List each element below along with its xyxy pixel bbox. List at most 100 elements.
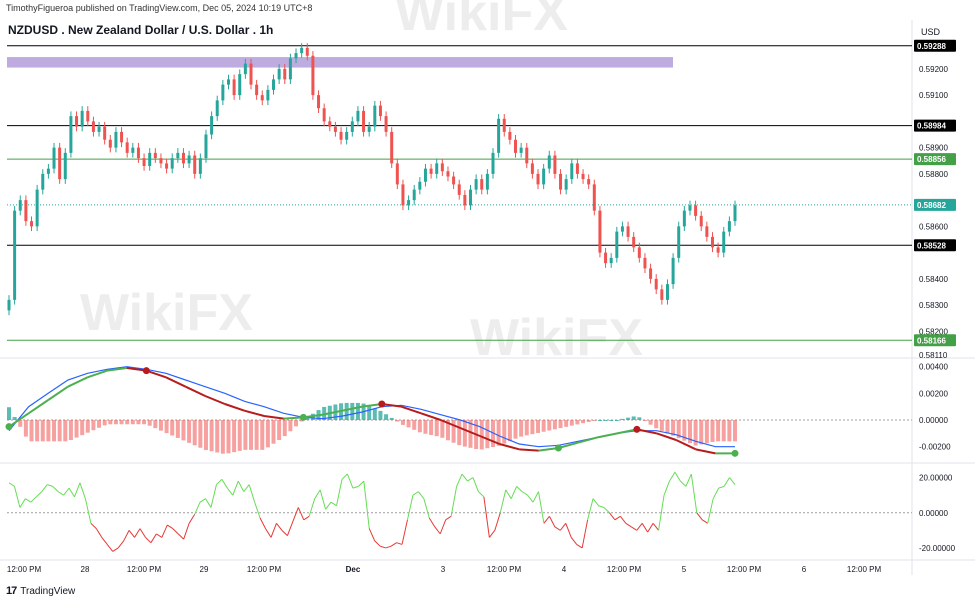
macd-histogram-bar <box>704 420 709 444</box>
macd-histogram-bar <box>142 420 147 425</box>
macd-histogram-bar <box>423 420 428 434</box>
candle-body <box>86 110 90 122</box>
price-tick-label: 0.58110 <box>919 351 948 360</box>
osc-line-segment <box>467 477 474 482</box>
macd-signal-segment <box>519 448 539 452</box>
macd-histogram-bar <box>232 420 237 453</box>
osc-line-segment <box>505 489 512 499</box>
osc-line-segment <box>35 491 43 498</box>
candle-body <box>722 231 726 253</box>
candle-body <box>710 236 714 248</box>
osc-line-segment <box>139 528 146 538</box>
candle-body <box>502 118 506 132</box>
macd-histogram-bar <box>564 420 569 427</box>
osc-line-segment <box>625 522 632 528</box>
macd-signal-segment <box>8 412 30 428</box>
candle-body <box>699 215 703 227</box>
candle-body <box>378 105 382 117</box>
candle-body <box>356 110 360 122</box>
price-label-box <box>914 198 956 211</box>
osc-line-segment <box>532 491 539 503</box>
candle-body <box>69 116 73 153</box>
osc-line-segment <box>548 516 556 528</box>
osc-line-segment <box>537 491 545 524</box>
macd-histogram-bar <box>46 420 51 442</box>
macd-signal-segment <box>597 432 618 439</box>
osc-line-segment <box>188 514 196 524</box>
tradingview-logo[interactable]: 17 TradingView <box>6 585 75 597</box>
time-axis-label: 4 <box>562 565 567 574</box>
candle-body <box>120 131 124 143</box>
time-axis-label: 12:00 PM <box>727 565 762 574</box>
candle-body <box>395 163 399 185</box>
macd-signal-segment <box>401 405 422 415</box>
osc-line-segment <box>210 484 217 508</box>
osc-line-segment <box>259 517 267 529</box>
macd-histogram-bar <box>626 417 631 420</box>
price-tick-label: 0.59200 <box>919 65 948 74</box>
osc-line-segment <box>494 512 501 531</box>
candle-body <box>547 155 551 169</box>
osc-line-segment <box>330 501 337 507</box>
osc-line-segment <box>674 472 681 482</box>
osc-line-segment <box>68 487 75 498</box>
osc-line-segment <box>418 491 425 499</box>
macd-histogram-bar <box>406 420 411 428</box>
candle-body <box>181 152 185 164</box>
candle-body <box>58 147 62 180</box>
macd-histogram-bar <box>181 420 186 441</box>
macd-histogram-bar <box>91 420 96 431</box>
osc-line-segment <box>156 533 163 538</box>
candle-body <box>530 163 534 174</box>
time-axis-label: 28 <box>81 565 90 574</box>
osc-line-segment <box>641 523 649 533</box>
osc-line-segment <box>205 498 212 508</box>
macd-histogram-bar <box>85 420 90 433</box>
candle-body <box>288 58 292 80</box>
candle-body <box>632 236 636 248</box>
candle-body <box>215 100 219 117</box>
macd-histogram-bar <box>468 420 473 448</box>
macd-signal-segment <box>479 435 500 445</box>
macd-histogram-bar <box>153 420 158 429</box>
macd-histogram-bar <box>485 420 490 449</box>
candle-body <box>429 168 433 174</box>
osc-line-segment <box>652 523 659 531</box>
macd-histogram-bar <box>220 420 225 454</box>
osc-line-segment <box>412 491 419 496</box>
candle-body <box>677 226 681 258</box>
macd-histogram-bar <box>654 420 659 429</box>
macd-histogram-bar <box>249 420 253 450</box>
osc-tick-label: 20.00000 <box>919 474 953 483</box>
publish-credit: TimothyFigueroa published on TradingView… <box>6 3 313 13</box>
macd-histogram-bar <box>271 420 276 444</box>
candle-body <box>660 289 664 300</box>
macd-histogram-bar <box>57 420 62 442</box>
macd-histogram-bar <box>721 420 726 442</box>
price-tick-label: 0.58900 <box>919 144 948 153</box>
osc-line-segment <box>445 515 452 521</box>
candle-body <box>519 147 523 153</box>
macd-histogram-bar <box>727 420 732 442</box>
macd-histogram-bar <box>597 420 602 421</box>
candle-body <box>125 142 129 153</box>
osc-line-segment <box>636 523 643 531</box>
osc-line-segment <box>276 523 283 531</box>
osc-line-segment <box>516 486 523 492</box>
macd-tick-label: -0.00200 <box>919 443 951 452</box>
osc-line-segment <box>325 501 332 510</box>
candle-body <box>587 179 591 185</box>
macd-histogram-bar <box>676 420 681 439</box>
price-label-box <box>914 39 956 52</box>
time-axis-label: 5 <box>682 565 687 574</box>
candle-body <box>570 163 574 180</box>
candle-body <box>716 247 720 253</box>
price-label-box <box>914 334 956 347</box>
candle-body <box>170 158 174 169</box>
macd-signal-segment <box>459 427 481 437</box>
osc-line-segment <box>374 540 381 547</box>
osc-line-segment <box>25 498 32 503</box>
macd-signal-segment <box>695 448 716 455</box>
osc-tick-label: 0.00000 <box>919 509 948 518</box>
